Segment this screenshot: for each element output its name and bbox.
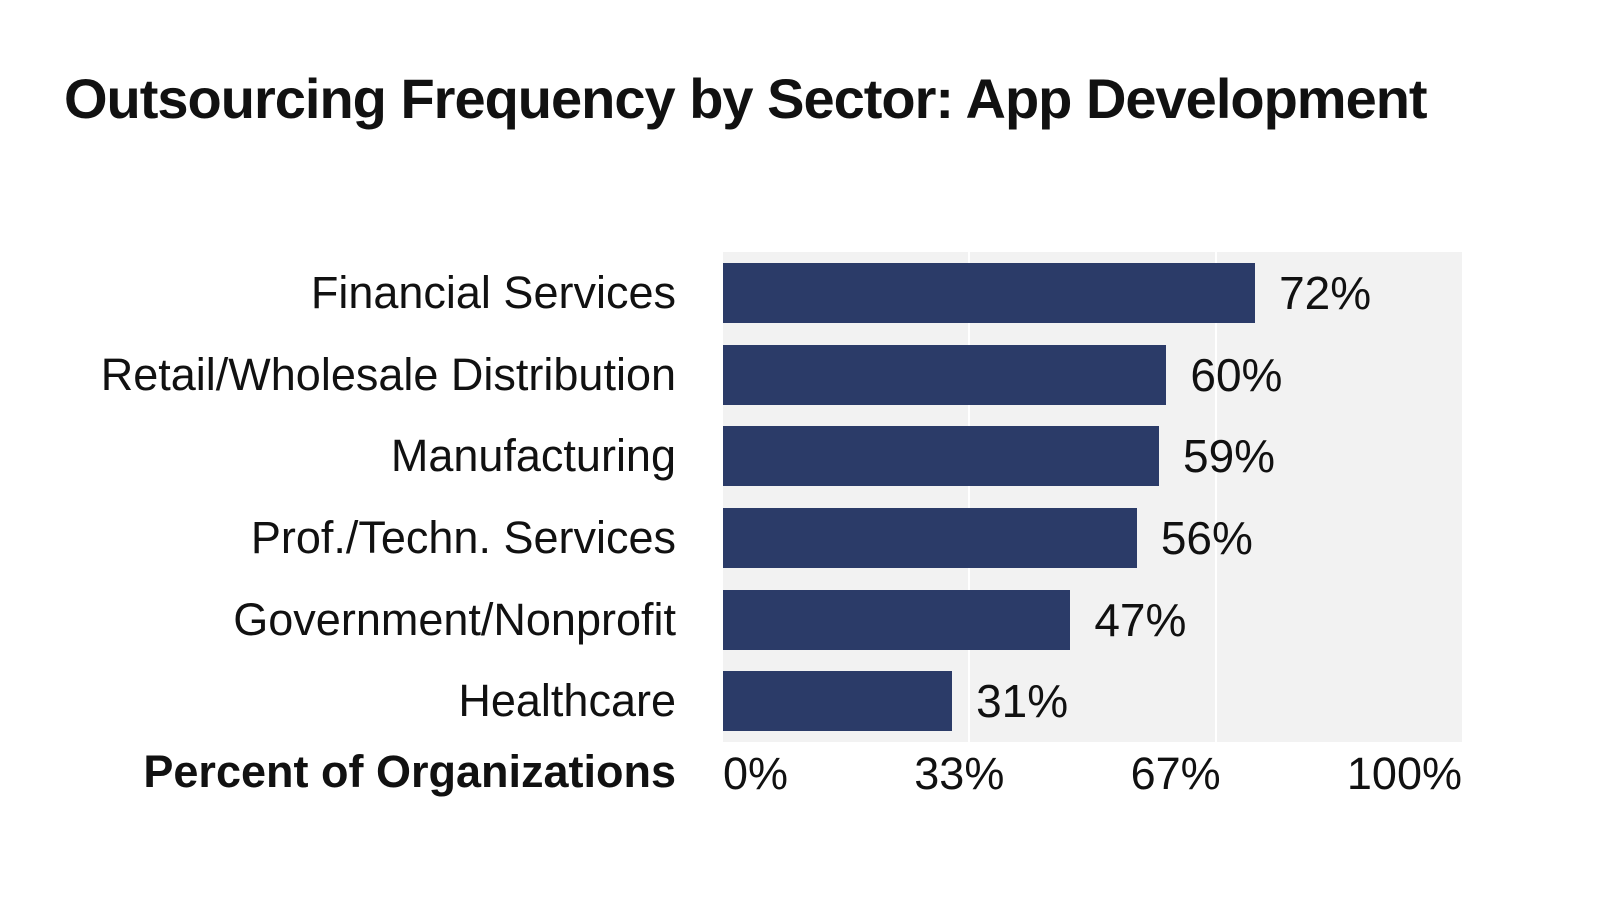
bar-prof-techn-services	[723, 508, 1137, 568]
bar-manufacturing	[723, 426, 1159, 486]
x-tick-label: 33%	[914, 748, 1005, 799]
bar-retail-wholesale	[723, 345, 1167, 405]
category-label: Manufacturing	[390, 430, 676, 481]
x-axis-title: Percent of Organizations	[143, 746, 676, 797]
category-label: Retail/Wholesale Distribution	[100, 349, 676, 400]
value-label: 59%	[1183, 430, 1276, 482]
bar-healthcare	[723, 671, 953, 731]
plot-area: 72% 60% 59% 56% 47% 31%	[723, 252, 1462, 742]
x-axis: 0% 33% 67% 100%	[723, 748, 1462, 800]
bar-financial-services	[723, 263, 1256, 323]
value-label: 72%	[1279, 267, 1372, 319]
gridline-67	[1214, 252, 1217, 742]
x-tick-label: 67%	[1130, 748, 1221, 799]
value-label: 56%	[1160, 512, 1253, 564]
x-tick-label: 0%	[723, 748, 789, 799]
category-axis: Financial Services Retail/Wholesale Dist…	[0, 252, 676, 742]
x-tick-label: 100%	[1346, 748, 1462, 799]
category-label: Government/Nonprofit	[233, 594, 676, 645]
gridline-33	[968, 252, 971, 742]
value-label: 47%	[1094, 594, 1187, 646]
chart-title: Outsourcing Frequency by Sector: App Dev…	[64, 67, 1428, 130]
category-label: Prof./Techn. Services	[250, 512, 676, 563]
category-label: Financial Services	[310, 267, 676, 318]
category-label: Healthcare	[458, 675, 676, 726]
value-label: 60%	[1190, 349, 1283, 401]
value-label: 31%	[976, 675, 1069, 727]
bar-government-nonprofit	[723, 590, 1071, 650]
